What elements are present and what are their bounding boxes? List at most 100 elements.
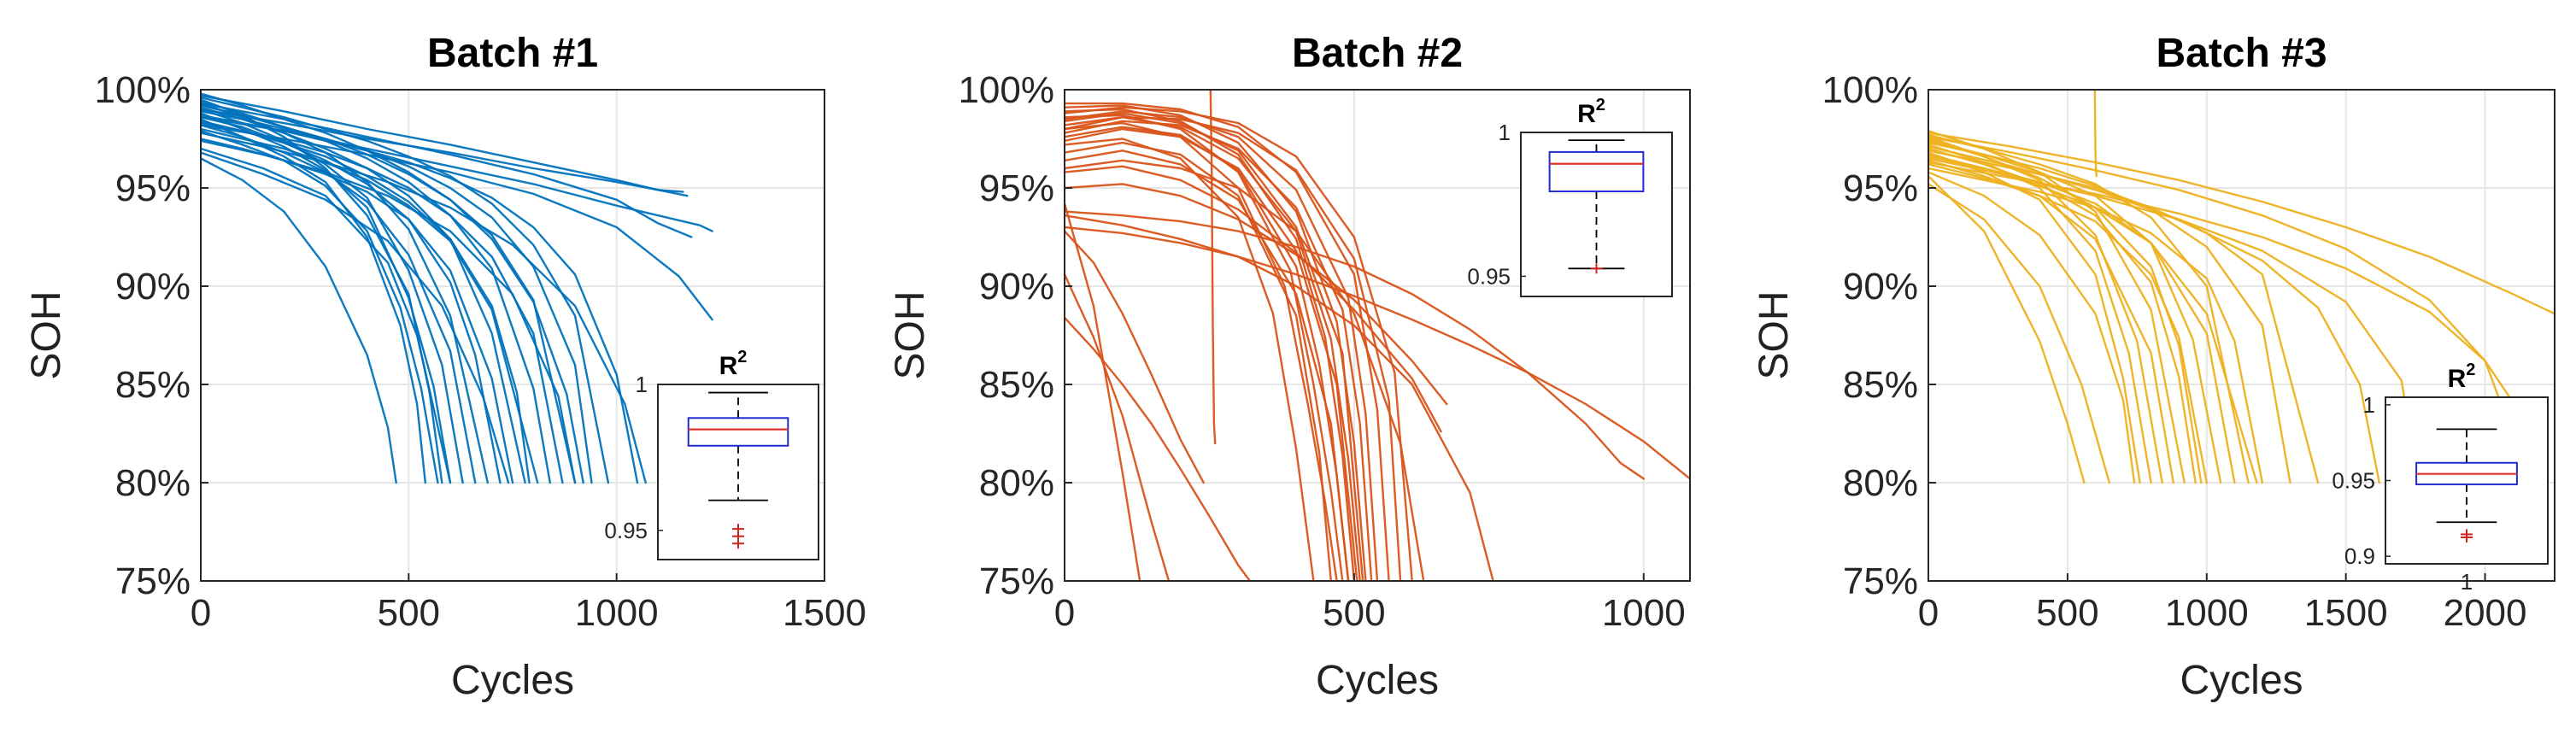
series-line xyxy=(1065,183,1448,406)
x-tick-label: 1000 xyxy=(575,592,659,634)
inset-title: R2 xyxy=(2448,361,2476,393)
y-axis-label: SOH xyxy=(1752,290,1797,379)
chart-title: Batch #1 xyxy=(427,31,598,76)
x-tick-label: 1500 xyxy=(2304,592,2388,634)
y-tick-label: 100% xyxy=(958,69,1054,111)
series-line xyxy=(201,108,684,193)
axes-frame xyxy=(1064,89,1691,582)
series-line xyxy=(1065,316,1252,581)
series-line xyxy=(1065,115,1361,581)
inset-y-tick-label: 0.95 xyxy=(604,518,648,543)
series-line xyxy=(1928,161,2542,445)
inset-y-tick-label: 0.95 xyxy=(1467,263,1511,289)
series-line xyxy=(1928,153,2258,484)
series-line xyxy=(201,139,577,484)
series-line xyxy=(1065,115,1402,581)
y-tick-label: 80% xyxy=(1843,462,1918,504)
y-tick-label: 100% xyxy=(94,69,191,111)
series-line xyxy=(1928,167,2264,484)
y-axis-label: SOH xyxy=(888,290,933,379)
x-axis-label: Cycles xyxy=(451,658,574,703)
inset-boxplot: R2 0.9 0.95 1 1 xyxy=(2332,361,2549,595)
series-line xyxy=(201,115,713,232)
inset-title: R2 xyxy=(1577,96,1605,128)
series-line xyxy=(1928,135,2514,437)
y-axis-label: SOH xyxy=(24,290,69,379)
iqr-box xyxy=(1548,150,1645,193)
series-group xyxy=(1065,90,1690,581)
panel-batch-3: 0 500 1000 1500 2000 75% 80% 85% 90% 95% 100% Batch… xyxy=(1752,31,2555,703)
inset-boxplot: R2 0.95 1 xyxy=(604,348,819,560)
series-line xyxy=(201,132,647,484)
series-group xyxy=(201,92,713,484)
x-tick-label: 500 xyxy=(378,592,440,634)
inset-title: R2 xyxy=(719,348,748,380)
series-line xyxy=(201,102,693,238)
series-line xyxy=(1065,273,1171,581)
y-tick-label: 85% xyxy=(115,364,191,406)
series-line xyxy=(1928,147,2197,484)
x-tick-label: 1000 xyxy=(2165,592,2249,634)
inset-y-tick-label: 1 xyxy=(2363,392,2375,418)
y-tick-label: 95% xyxy=(979,167,1054,209)
series-line xyxy=(201,124,713,321)
iqr-box xyxy=(687,417,789,447)
chart-title: Batch #2 xyxy=(1292,31,1463,76)
series-line xyxy=(1065,127,1358,581)
y-tick-label: 85% xyxy=(979,364,1054,406)
inset-x-tick-label: 1 xyxy=(2461,569,2473,595)
series-line xyxy=(201,104,577,484)
series-line xyxy=(2093,90,2098,178)
inset-title-sup: 2 xyxy=(737,348,747,366)
series-line xyxy=(1928,132,2555,315)
series-line xyxy=(1065,202,1141,581)
x-tick-label: 0 xyxy=(191,592,211,634)
series-line xyxy=(1928,163,2209,484)
inset-title-main: R xyxy=(2448,365,2467,393)
series-line xyxy=(1065,138,1315,581)
series-group xyxy=(1928,90,2555,484)
axes-frame xyxy=(1928,89,2555,582)
inset-y-tick-label: 0.9 xyxy=(2344,543,2375,569)
x-tick-label: 500 xyxy=(2036,592,2098,634)
x-tick-label: 1500 xyxy=(783,592,866,634)
inset-boxplot: R2 0.95 1 xyxy=(1467,96,1673,297)
y-tick-label: 95% xyxy=(1843,167,1918,209)
series-line xyxy=(1065,141,1333,581)
series-line xyxy=(1209,90,1217,445)
inset-y-tick-label: 1 xyxy=(636,372,648,397)
series-line xyxy=(201,127,539,484)
y-tick-label: 75% xyxy=(1843,560,1918,602)
series-line xyxy=(1065,226,1690,480)
series-line xyxy=(1065,214,1494,581)
y-tick-label: 95% xyxy=(115,167,191,209)
inset-y-tick-label: 1 xyxy=(1499,120,1511,145)
series-line xyxy=(201,121,531,484)
inset-title-main: R xyxy=(719,352,738,380)
series-line xyxy=(1065,120,1373,581)
series-line xyxy=(201,130,439,484)
chart-title: Batch #3 xyxy=(2156,31,2327,76)
y-tick-label: 75% xyxy=(979,560,1054,602)
y-tick-label: 75% xyxy=(115,560,191,602)
series-line xyxy=(1065,102,1390,581)
series-line xyxy=(1065,110,1379,581)
series-line xyxy=(1928,183,2111,484)
series-line xyxy=(1065,230,1205,484)
inset-title-sup: 2 xyxy=(1596,96,1605,114)
series-line xyxy=(201,147,452,484)
series-line xyxy=(1928,174,2086,484)
y-tick-label: 90% xyxy=(1843,266,1918,308)
inset-y-tick-label: 0.95 xyxy=(2332,468,2375,494)
y-tick-label: 80% xyxy=(115,462,191,504)
panel-batch-2: 0 500 1000 75% 80% 85% 90% 95% 100% Batch #2 Cycle… xyxy=(888,31,1691,703)
x-axis-label: Cycles xyxy=(1316,658,1439,703)
x-tick-label: 1000 xyxy=(1602,592,1686,634)
y-tick-label: 90% xyxy=(115,266,191,308)
y-tick-label: 85% xyxy=(1843,364,1918,406)
series-line xyxy=(1928,133,2250,484)
series-line xyxy=(1928,150,2320,484)
y-tick-label: 100% xyxy=(1822,69,1918,111)
series-line xyxy=(201,92,584,484)
